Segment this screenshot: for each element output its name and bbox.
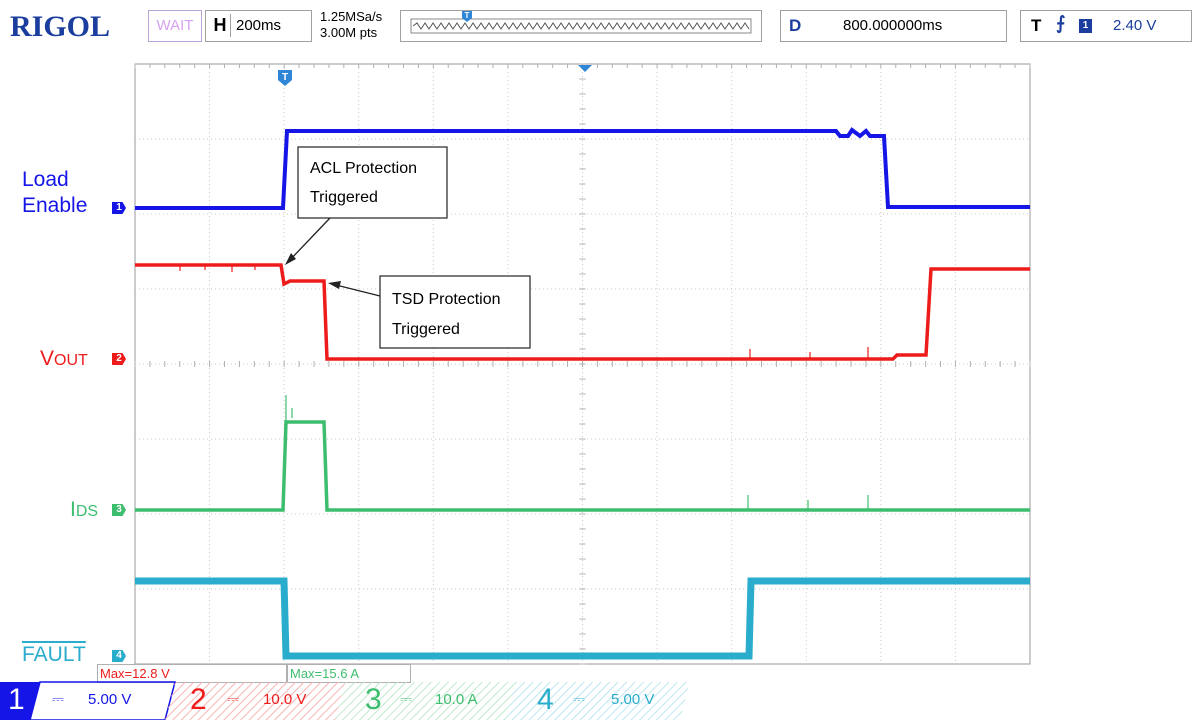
ch4-settings-tab[interactable]: 4 ⎓ 5.00 V — [515, 680, 690, 720]
ids-symbol: I — [70, 498, 76, 521]
brand-logo: RIGOL — [10, 10, 111, 43]
ch3-noise-ticks — [285, 395, 869, 510]
run-status-badge[interactable]: WAIT — [148, 10, 202, 42]
vout-subscript: OUT — [54, 352, 88, 369]
ch4-number: 4 — [537, 683, 554, 716]
ch3-number: 3 — [365, 683, 382, 716]
ch2-settings-tab[interactable]: 2 ⎓ 10.0 V — [175, 680, 345, 720]
fault-label: FAULT — [22, 643, 86, 666]
load-enable-label: Load Enable — [22, 167, 87, 219]
tsd-label-line2: Triggered — [392, 321, 460, 338]
trigger-marker-letter: T — [282, 72, 288, 83]
ch3-settings-tab[interactable]: 3 ⎓ 10.0 A — [345, 680, 515, 720]
rising-edge-icon: ⨍ — [1056, 13, 1066, 33]
ch4-offset-marker-icon[interactable]: 4 — [112, 650, 126, 662]
delay-center-marker-icon — [578, 65, 592, 72]
horizontal-scale-value: 200ms — [236, 17, 282, 34]
ch1-coupling-icon: ⎓ — [52, 691, 64, 708]
ch2-scale: 10.0 V — [263, 691, 307, 708]
ch1-number: 1 — [8, 683, 25, 716]
acquisition-info: 1.25MSa/s 3.00M pts — [320, 9, 382, 41]
ch2-waveform — [135, 263, 1030, 361]
ch2-number: 2 — [190, 683, 207, 716]
ch4-scale: 5.00 V — [611, 691, 655, 708]
tsd-label-line1: TSD Protection — [392, 291, 500, 308]
ch2-offset-marker-icon[interactable]: 2 — [112, 353, 126, 365]
ch3-coupling-icon: ⎓ — [400, 691, 412, 708]
horizontal-scale-box[interactable]: H 200ms — [205, 10, 312, 42]
trigger-position-marker-icon[interactable]: T — [278, 70, 292, 86]
ch1-waveform — [135, 127, 1030, 210]
sample-rate: 1.25MSa/s — [320, 9, 383, 24]
ids-subscript: DS — [75, 503, 99, 520]
ch1-offset-marker-icon[interactable]: 1 — [112, 202, 126, 214]
horizontal-key: H — [210, 14, 231, 37]
ch1-settings-tab[interactable]: 1 ⎓ 5.00 V — [0, 680, 175, 720]
memory-depth: 3.00M pts — [320, 25, 378, 40]
tsd-arrowhead-icon — [328, 281, 341, 289]
acl-label-line1: ACL Protection — [310, 160, 417, 177]
memory-waveform-preview: T — [410, 11, 752, 34]
ch2-noise-ticks — [179, 265, 869, 359]
trigger-source-badge: 1 — [1079, 19, 1092, 33]
ch3-waveform — [135, 420, 1030, 512]
acl-arrowhead-icon — [285, 253, 296, 265]
load-label-line2: Enable — [22, 194, 88, 217]
trigger-box[interactable]: T ⨍ 1 2.40 V — [1020, 10, 1192, 42]
ch2-coupling-icon: ⎓ — [227, 691, 239, 708]
memory-trigger-marker-icon: T — [462, 11, 472, 22]
vout-label: VOUT — [40, 347, 88, 371]
delay-value: 800.000000ms — [843, 17, 943, 34]
graticule — [134, 63, 1031, 665]
vout-symbol: V — [40, 347, 55, 370]
acl-label-line2: Triggered — [310, 189, 378, 206]
ch3-scale: 10.0 A — [435, 691, 478, 708]
trigger-key: T — [1031, 16, 1042, 35]
load-label-line1: Load — [22, 168, 69, 191]
ch3-offset-marker-icon[interactable]: 3 — [112, 504, 126, 516]
delay-box[interactable]: D 800.000000ms — [780, 10, 1007, 42]
ch4-waveform — [135, 577, 1030, 660]
waveform-display[interactable]: T ACL Protection Triggered TSD Protectio… — [0, 50, 1200, 680]
memory-overview[interactable]: T — [400, 10, 762, 42]
memory-trigger-letter: T — [465, 11, 470, 20]
ids-label: IDS — [70, 498, 98, 522]
acl-annotation: ACL Protection Triggered — [285, 146, 448, 265]
top-status-bar: RIGOL WAIT H 200ms 1.25MSa/s 3.00M pts T… — [0, 0, 1200, 50]
ch1-scale: 5.00 V — [88, 691, 132, 708]
delay-key: D — [789, 16, 802, 35]
trigger-level-value: 2.40 V — [1113, 17, 1157, 34]
channel-tabs-background — [0, 681, 690, 720]
ch4-coupling-icon: ⎓ — [573, 691, 585, 708]
tsd-annotation: TSD Protection Triggered — [328, 275, 531, 349]
channel-settings-bar: 1 ⎓ 5.00 V 2 ⎓ 10.0 V 3 ⎓ 10.0 A 4 ⎓ 5.0… — [0, 680, 1200, 720]
